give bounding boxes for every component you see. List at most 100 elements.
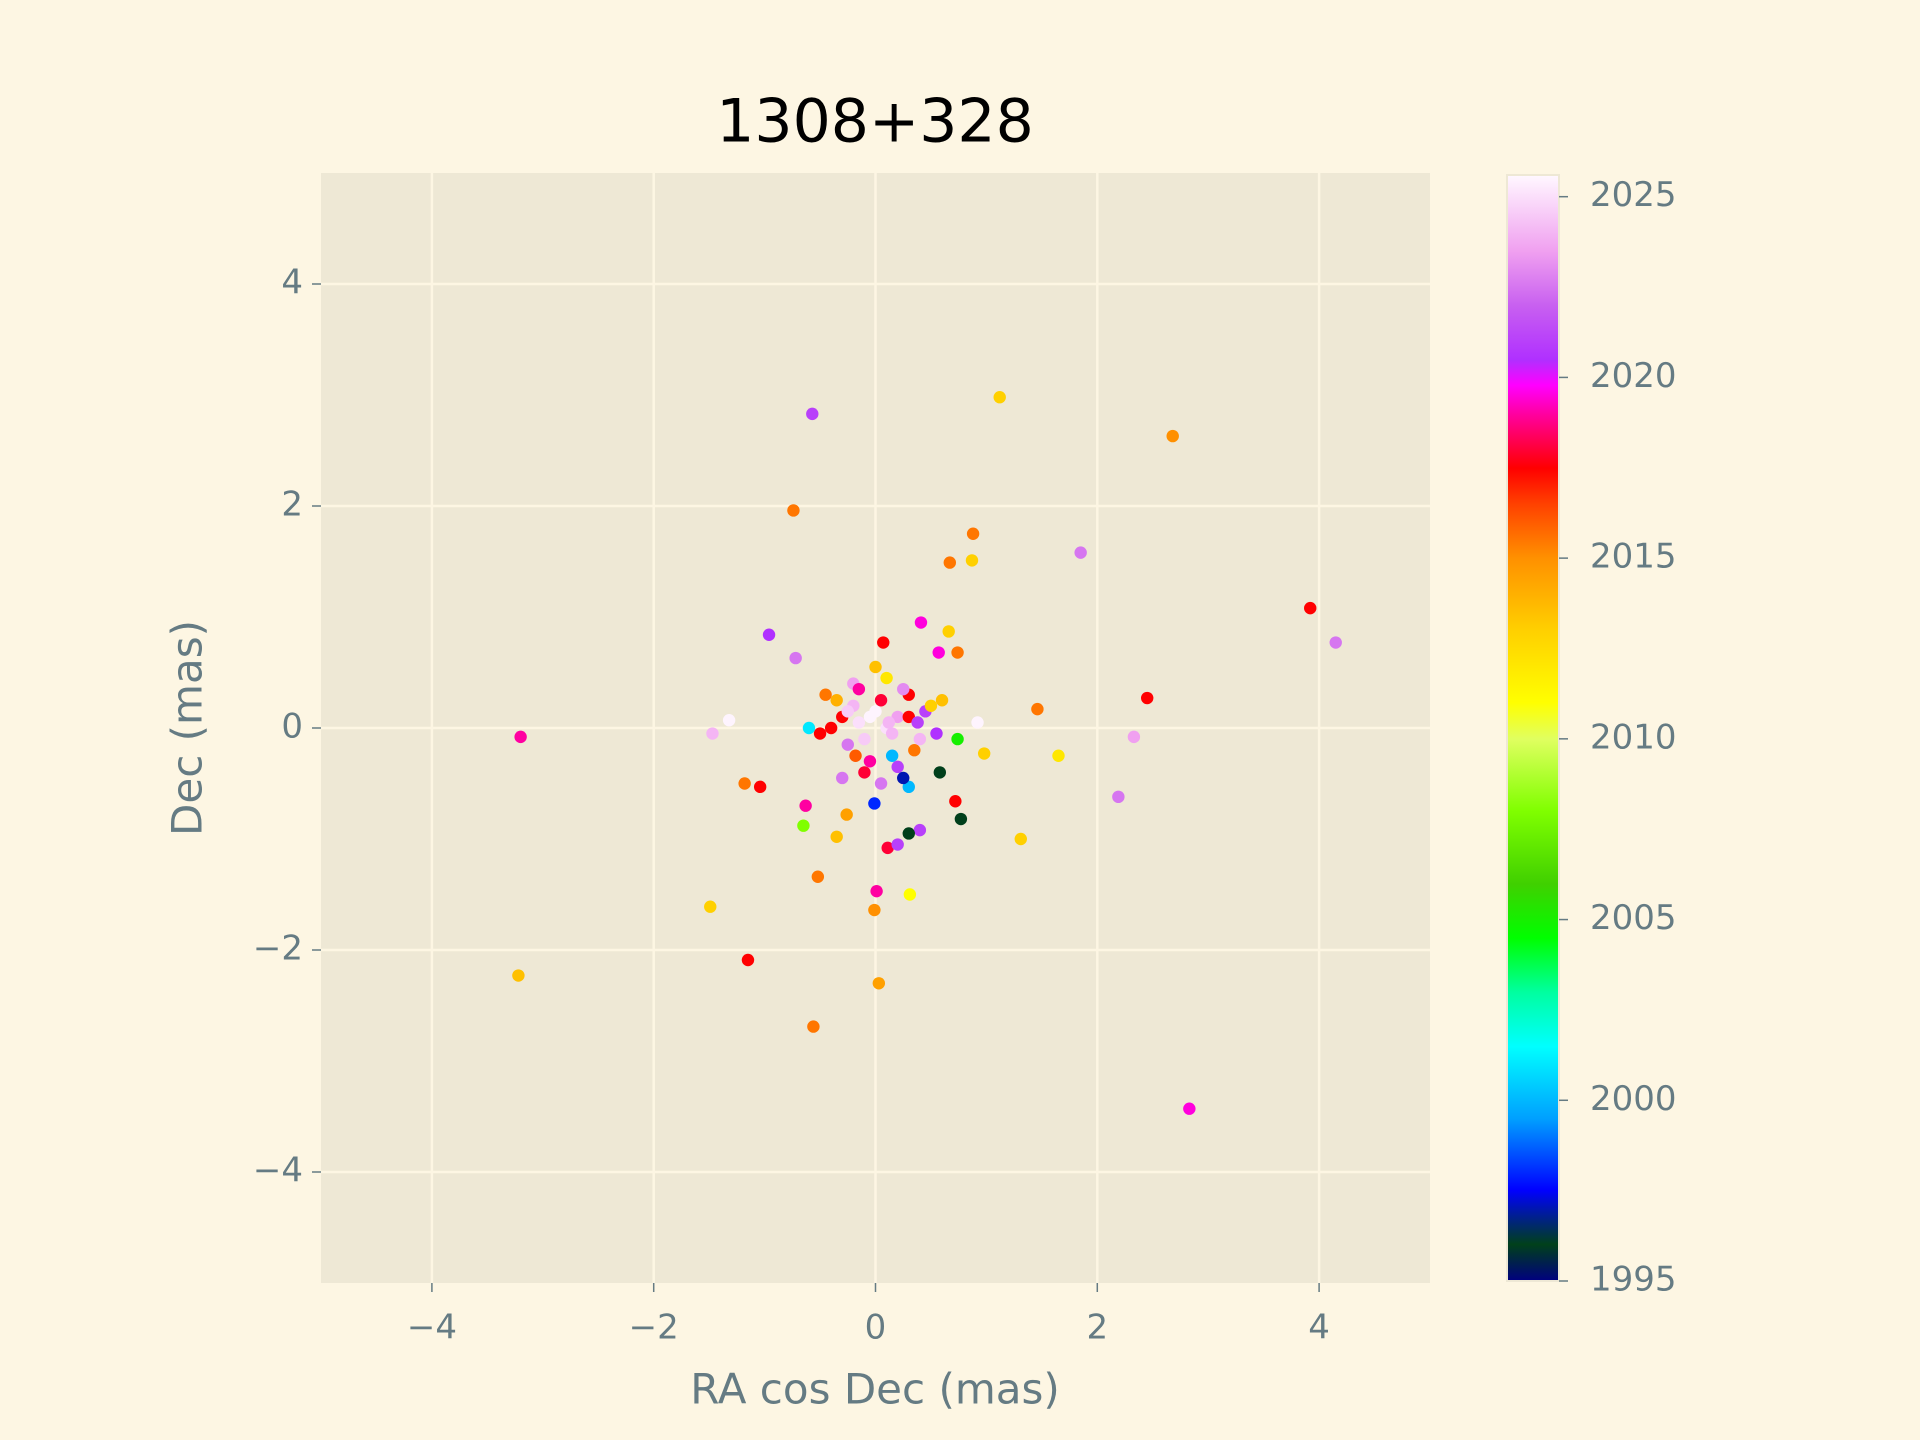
x-tick-label: −4 xyxy=(407,1308,457,1348)
point xyxy=(852,716,866,729)
point xyxy=(971,716,984,729)
point xyxy=(914,616,928,629)
point xyxy=(797,819,810,832)
colorbar-tick-label: 2015 xyxy=(1590,537,1677,577)
point xyxy=(787,504,800,517)
point xyxy=(849,749,862,762)
point xyxy=(1166,429,1179,443)
point xyxy=(949,795,962,808)
point xyxy=(1031,702,1044,716)
point xyxy=(738,777,751,790)
x-tick-label: 0 xyxy=(865,1308,887,1348)
point xyxy=(891,838,904,851)
colorbar-tick-label: 1995 xyxy=(1590,1260,1677,1300)
y-tick-label: −2 xyxy=(253,929,303,969)
point xyxy=(951,646,964,659)
point xyxy=(858,732,871,746)
point xyxy=(852,682,866,696)
point xyxy=(858,766,871,779)
point xyxy=(799,799,812,812)
point xyxy=(1127,730,1141,744)
point xyxy=(830,694,843,707)
point xyxy=(753,780,767,794)
point xyxy=(891,760,904,774)
point xyxy=(762,628,776,641)
point xyxy=(1141,691,1154,705)
point xyxy=(880,671,893,685)
point xyxy=(872,977,886,990)
point xyxy=(1304,601,1317,615)
point xyxy=(824,721,838,735)
colorbar-tick-label: 2010 xyxy=(1590,717,1677,757)
point xyxy=(930,727,943,740)
point xyxy=(869,660,882,674)
point xyxy=(902,710,915,724)
point xyxy=(811,870,825,883)
colorbar-tick-label: 2020 xyxy=(1590,356,1677,396)
point xyxy=(841,738,854,751)
x-axis-label: RA cos Dec (mas) xyxy=(690,1365,1060,1414)
y-tick-label: −4 xyxy=(253,1151,303,1191)
point xyxy=(722,714,736,727)
point xyxy=(902,827,915,840)
point xyxy=(830,830,843,843)
y-tick-label: 4 xyxy=(281,263,303,303)
point xyxy=(897,771,910,785)
point xyxy=(965,554,979,567)
point xyxy=(882,716,896,729)
point xyxy=(951,732,964,746)
y-tick-label: 2 xyxy=(281,485,303,525)
point xyxy=(1112,790,1125,804)
point xyxy=(911,716,924,729)
point xyxy=(806,407,819,421)
point xyxy=(891,710,904,724)
point xyxy=(942,625,955,638)
point xyxy=(954,812,968,826)
point xyxy=(874,777,888,790)
point xyxy=(966,527,980,540)
point xyxy=(885,749,899,762)
point xyxy=(870,884,883,898)
point xyxy=(977,747,991,760)
point xyxy=(943,556,957,569)
point xyxy=(993,391,1006,404)
x-tick-label: −2 xyxy=(629,1308,679,1348)
point xyxy=(933,766,947,779)
point xyxy=(877,636,890,649)
point xyxy=(836,771,849,785)
point xyxy=(840,808,853,821)
x-tick-label: 4 xyxy=(1308,1308,1330,1348)
point xyxy=(935,694,949,707)
point xyxy=(819,688,832,701)
point xyxy=(881,841,894,855)
colorbar-tick-label: 2025 xyxy=(1590,175,1677,215)
point xyxy=(807,1020,820,1033)
point xyxy=(1329,636,1342,649)
point xyxy=(913,823,927,837)
point xyxy=(802,721,816,735)
point xyxy=(903,888,917,901)
point xyxy=(512,969,525,982)
y-tick-label: 0 xyxy=(281,707,303,747)
point xyxy=(902,780,915,794)
point xyxy=(1052,749,1065,762)
point xyxy=(908,744,921,757)
point xyxy=(868,797,881,810)
point xyxy=(706,727,719,740)
colorbar-tick-label: 2005 xyxy=(1590,898,1677,938)
point xyxy=(932,646,945,659)
colorbar xyxy=(1506,174,1560,1282)
point xyxy=(1183,1102,1196,1115)
point xyxy=(913,732,927,746)
point xyxy=(1014,832,1027,846)
point xyxy=(741,953,755,967)
y-axis-label: Dec (mas) xyxy=(163,620,212,836)
chart-title: 1308+328 xyxy=(716,87,1034,157)
point xyxy=(924,699,938,712)
colorbar-tick-label: 2000 xyxy=(1590,1079,1677,1119)
point xyxy=(813,727,827,740)
point xyxy=(704,900,717,913)
point xyxy=(514,730,527,744)
point xyxy=(841,705,854,718)
